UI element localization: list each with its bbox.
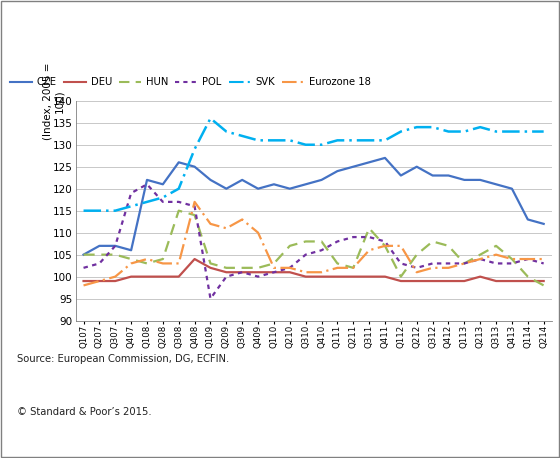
Y-axis label: (Index, 2005 =
100): (Index, 2005 = 100) [43,62,64,140]
Text: Source: European Commission, DG, ECFIN.: Source: European Commission, DG, ECFIN. [17,354,229,364]
Legend: CZE, DEU, HUN, POL, SVK, Eurozone 18: CZE, DEU, HUN, POL, SVK, Eurozone 18 [6,73,375,92]
Text: Real Effective Exchange Rate Developments Versus EU28 (HICP Deflator) 2006 -
201: Real Effective Exchange Rate Development… [12,16,544,46]
Text: © Standard & Poor’s 2015.: © Standard & Poor’s 2015. [17,407,151,417]
